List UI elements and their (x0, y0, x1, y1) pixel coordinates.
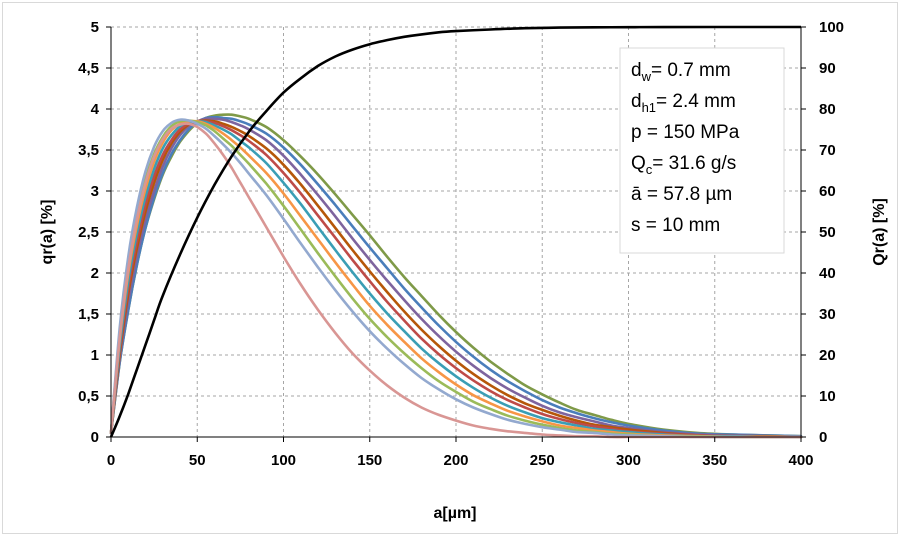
x-tick-label: 400 (788, 452, 813, 469)
y-tick-label: 5 (91, 19, 99, 36)
y-axis-title-right: Qr(a) [%] (871, 198, 888, 266)
y-tick-label: 0 (91, 429, 99, 446)
density-curve-10 (109, 122, 803, 439)
y2-tick-label: 60 (819, 183, 836, 200)
y2-tick-label: 10 (819, 388, 836, 405)
y-tick-label: 1,5 (78, 306, 99, 323)
parameter-subscript: c (646, 162, 653, 177)
y2-tick-label: 40 (819, 265, 836, 282)
density-curve-9 (109, 118, 803, 439)
parameter-subscript: h1 (642, 100, 656, 115)
y2-tick-label: 50 (819, 224, 836, 241)
density-curve-4 (109, 119, 803, 439)
y-tick-label: 3,5 (78, 142, 99, 159)
y2-tick-label: 20 (819, 347, 836, 364)
y-tick-label: 2 (91, 265, 99, 282)
tick-labels: 0 50 100 150 200 250 300 350 40000,511,522,533,5… (78, 19, 844, 469)
x-tick-label: 300 (616, 452, 641, 469)
parameter-value: = 0.7 mm (651, 60, 731, 81)
parameter-value: = 31.6 g/s (652, 153, 736, 174)
y2-tick-label: 90 (819, 60, 836, 77)
parameter-line-2: dh1= 2.4 mm (631, 91, 736, 115)
parameter-symbol: d (631, 91, 642, 112)
y-tick-label: 0,5 (78, 388, 99, 405)
density-curves (109, 113, 803, 439)
cumulative-curve (109, 25, 801, 438)
density-curve-3 (109, 117, 803, 439)
density-curve-6 (109, 120, 803, 439)
y2-tick-label: 30 (819, 306, 836, 323)
x-tick-label: 250 (530, 452, 555, 469)
density-curve-5 (109, 119, 803, 439)
parameter-symbol: Q (631, 153, 646, 174)
parameter-symbol: ā = 57.8 µm (631, 184, 732, 205)
x-tick-label: 200 (443, 452, 468, 469)
y2-tick-label: 0 (819, 429, 827, 446)
x-tick-label: 150 (357, 452, 382, 469)
parameter-value: = 2.4 mm (656, 91, 736, 112)
parameter-line-5: ā = 57.8 µm (631, 184, 732, 205)
parameter-line-4: Qc= 31.6 g/s (631, 153, 736, 177)
axes (106, 26, 806, 442)
parameter-symbol: p = 150 MPa (631, 122, 740, 143)
x-tick-label: 50 (189, 452, 206, 469)
density-curve-2 (109, 115, 803, 438)
y2-tick-label: 70 (819, 142, 836, 159)
x-tick-label: 0 (107, 452, 115, 469)
parameter-symbol: s = 10 mm (631, 215, 720, 236)
parameter-line-6: s = 10 mm (631, 215, 720, 236)
y-tick-label: 3 (91, 183, 99, 200)
parameter-line-3: p = 150 MPa (631, 122, 740, 143)
parameter-box-border (619, 47, 785, 254)
x-tick-label: 350 (702, 452, 727, 469)
x-tick-label: 100 (271, 452, 296, 469)
y-axis-title-left: qr(a) [%] (39, 200, 56, 265)
parameter-subscript: w (641, 69, 652, 84)
y2-tick-label: 100 (819, 19, 844, 36)
y-tick-label: 1 (91, 347, 99, 364)
x-axis-title: a[µm] (434, 505, 477, 522)
y-tick-label: 4,5 (78, 60, 99, 77)
parameter-symbol: d (631, 60, 642, 81)
y2-tick-label: 80 (819, 101, 836, 118)
cumulative-curve-line (109, 25, 801, 438)
y-tick-label: 4 (91, 101, 100, 118)
parameter-line-1: dw= 0.7 mm (631, 60, 731, 84)
y-tick-label: 2,5 (78, 224, 99, 241)
